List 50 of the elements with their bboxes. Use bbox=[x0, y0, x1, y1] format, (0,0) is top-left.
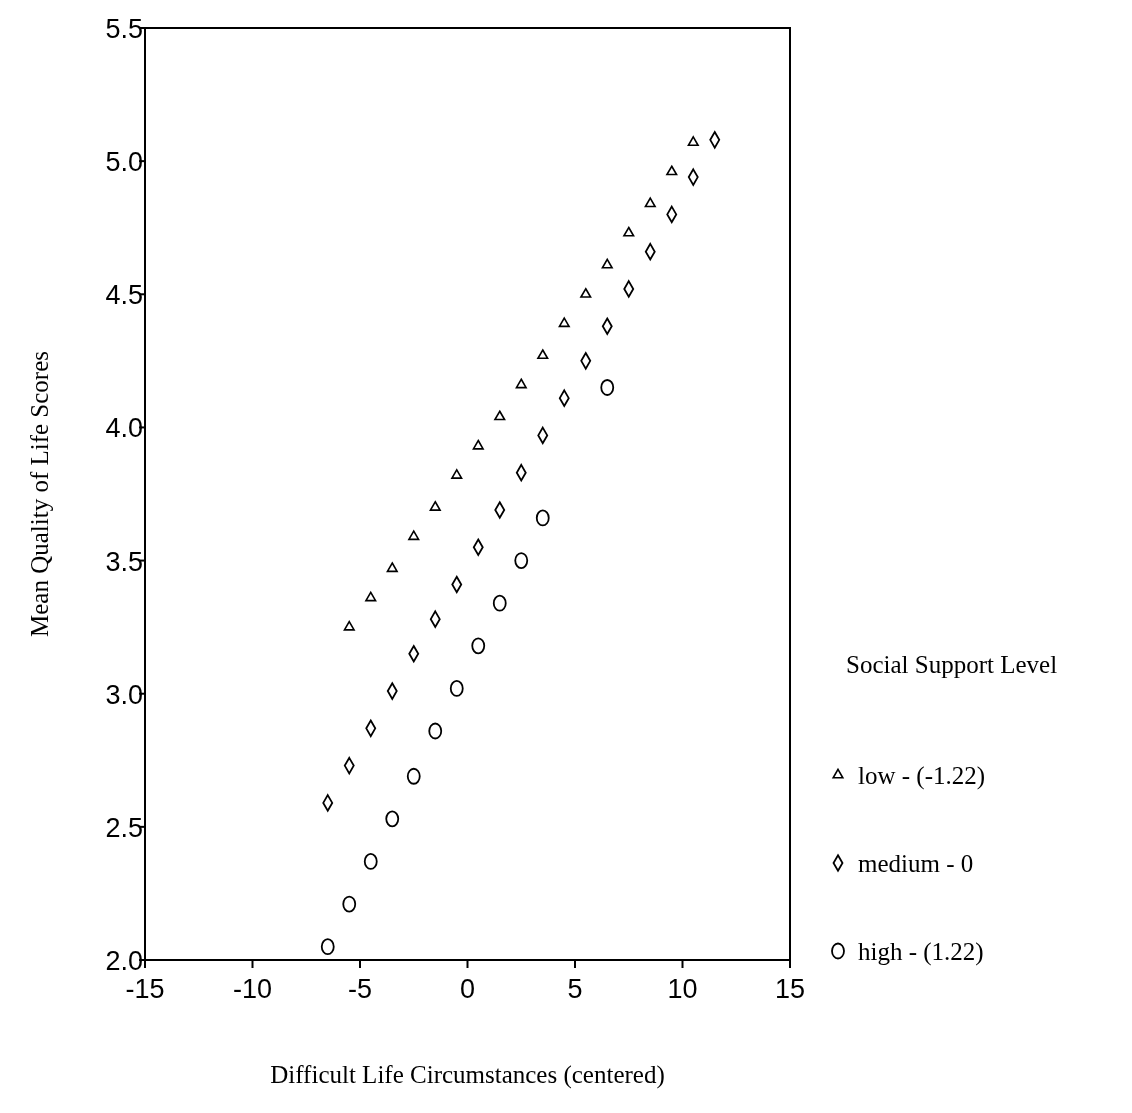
y-tick-label: 3.0 bbox=[105, 679, 143, 710]
x-tick-label: -5 bbox=[347, 974, 373, 1004]
point bbox=[428, 722, 443, 740]
point bbox=[515, 378, 527, 389]
point bbox=[449, 679, 464, 697]
point bbox=[494, 410, 506, 421]
point bbox=[343, 620, 355, 631]
legend-label: low - (-1.22) bbox=[858, 762, 986, 790]
point bbox=[472, 439, 484, 450]
point bbox=[514, 552, 529, 569]
point bbox=[623, 226, 635, 237]
point bbox=[406, 767, 421, 785]
legend-label: medium - 0 bbox=[858, 850, 974, 877]
point bbox=[492, 594, 507, 612]
y-tick-label: 2.5 bbox=[105, 812, 143, 843]
point bbox=[666, 165, 678, 176]
x-tick-label: -15 bbox=[125, 974, 165, 1004]
point bbox=[451, 469, 463, 479]
y-axis-title: Mean Quality of Life Scores bbox=[26, 350, 53, 638]
point bbox=[601, 258, 613, 269]
point bbox=[580, 287, 592, 298]
point bbox=[386, 562, 398, 573]
point bbox=[365, 591, 377, 602]
point bbox=[385, 810, 400, 828]
legend-label: high - (1.22) bbox=[858, 938, 984, 966]
x-tick-label: 10 bbox=[667, 974, 698, 1004]
x-tick-label: -10 bbox=[232, 974, 273, 1004]
point bbox=[600, 379, 615, 396]
y-tick-label: 4.5 bbox=[105, 280, 143, 311]
point bbox=[408, 530, 420, 541]
point bbox=[471, 637, 486, 655]
point bbox=[687, 136, 699, 147]
point bbox=[558, 317, 570, 328]
point bbox=[644, 197, 656, 208]
y-tick-label: 4.0 bbox=[105, 413, 143, 444]
point bbox=[342, 895, 357, 913]
legend-title: Social Support Level bbox=[846, 651, 1058, 678]
point bbox=[537, 349, 549, 360]
y-tick-label: 5.5 bbox=[105, 14, 143, 44]
point bbox=[363, 853, 378, 870]
x-axis-title: Difficult Life Circumstances (centered) bbox=[270, 1061, 665, 1089]
x-tick-label: 5 bbox=[567, 974, 583, 1004]
y-tick-label: 5.0 bbox=[105, 147, 143, 178]
point bbox=[320, 938, 335, 956]
y-tick-label: 3.5 bbox=[105, 546, 143, 577]
point bbox=[429, 500, 441, 511]
x-tick-label: 15 bbox=[774, 974, 806, 1004]
y-tick-label: 2.0 bbox=[105, 946, 143, 976]
x-tick-label: 0 bbox=[459, 974, 476, 1004]
point bbox=[535, 509, 550, 527]
